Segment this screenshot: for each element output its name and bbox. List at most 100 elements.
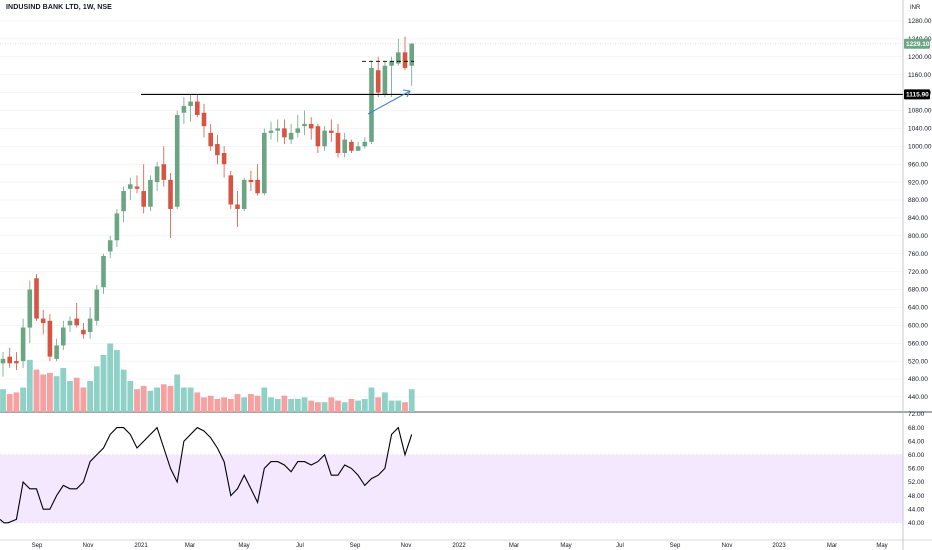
candle-body — [195, 101, 200, 115]
volume-bar — [402, 402, 408, 412]
volume-bar — [114, 350, 120, 412]
candle-body — [322, 130, 327, 147]
currency-label: INR — [910, 5, 921, 11]
volume-bar — [382, 392, 388, 412]
volume-bar — [33, 369, 40, 412]
price-tick-label: 1040.00 — [908, 126, 932, 133]
candle-body — [362, 141, 368, 147]
time-axis[interactable]: Sep Nov 2021 Mar May Jul Sep Nov 2022 Mar May Jul Se… — [0, 539, 932, 549]
volume-bar — [388, 400, 395, 412]
volume-bar — [0, 389, 6, 412]
volume-bar — [248, 394, 254, 412]
rsi-tick-label: 40.00 — [908, 520, 925, 527]
candle-body — [235, 204, 240, 209]
candle-body — [148, 179, 153, 207]
volume-bar — [268, 397, 274, 412]
time-tick-label: May — [876, 543, 887, 549]
last-price-badge — [904, 38, 930, 49]
resistance-badge-text: 1115.90 — [906, 92, 929, 99]
time-tick-label: Sep — [350, 543, 361, 549]
price-tick-label: 1080.00 — [908, 108, 932, 115]
rsi-tick-label: 56.00 — [908, 466, 925, 473]
volume-bar — [368, 387, 375, 412]
candle-body — [382, 65, 388, 95]
candle-body — [282, 128, 287, 138]
volume-bar — [67, 381, 73, 412]
candle-body — [375, 70, 381, 93]
time-tick-label: Mar — [185, 543, 195, 549]
candle-body — [7, 356, 12, 364]
volume-bars — [0, 343, 415, 412]
price-tick-label: 1000.00 — [908, 144, 932, 151]
candle-body — [268, 130, 274, 133]
rsi-line — [0, 426, 413, 524]
candle-body — [81, 329, 86, 335]
candle-body — [188, 101, 193, 107]
rsi-band — [0, 454, 903, 523]
volume-bar — [107, 343, 114, 412]
candle-body — [47, 320, 53, 357]
candle-body — [315, 126, 321, 147]
candle-body — [154, 166, 160, 183]
volume-bar — [100, 354, 107, 412]
volume-bar — [26, 359, 33, 412]
rsi-tick-label: 68.00 — [908, 425, 925, 432]
candle-body — [174, 114, 180, 207]
volume-bar — [13, 392, 20, 412]
candle-body — [389, 61, 394, 66]
candle-body — [215, 144, 220, 156]
volume-bar — [181, 387, 187, 412]
candle-body — [141, 191, 146, 207]
volume-bar — [261, 387, 268, 412]
price-tick-label: 1280.00 — [908, 18, 932, 25]
time-tick-label: Jul — [616, 543, 624, 549]
time-tick-label: 2023 — [772, 543, 786, 549]
candle-body — [396, 52, 401, 64]
time-tick-label: Mar — [827, 543, 837, 549]
volume-bar — [321, 402, 328, 412]
volume-bar — [241, 397, 248, 412]
volume-bar — [194, 392, 201, 412]
volume-bar — [361, 398, 368, 412]
candle-body — [201, 112, 207, 127]
price-tick-label: 440.00 — [908, 394, 928, 401]
candle-body — [121, 191, 126, 212]
candle-body — [402, 52, 408, 68]
volume-bar — [375, 397, 382, 412]
volume-bar — [187, 387, 194, 412]
candle-body — [101, 255, 106, 288]
candle-body — [302, 123, 307, 127]
volume-bar — [80, 387, 87, 412]
price-tick-label: 1200.00 — [908, 54, 932, 61]
price-tick-label: 560.00 — [908, 340, 928, 347]
volume-bar — [154, 387, 160, 412]
volume-bar — [6, 394, 13, 412]
time-tick-label: Jul — [296, 543, 304, 549]
candle-body — [342, 139, 347, 154]
time-tick-label: 2022 — [452, 543, 466, 549]
candle-body — [181, 106, 187, 113]
price-axis[interactable]: 1280.001240.001200.001160.001120.001080.… — [902, 0, 932, 550]
candle-body — [208, 132, 213, 147]
volume-bar — [341, 402, 348, 412]
price-tick-label: 520.00 — [908, 358, 928, 365]
volume-bar — [227, 398, 234, 412]
volume-bar — [174, 374, 181, 412]
volume-bar — [281, 395, 288, 412]
price-tick-label: 480.00 — [908, 376, 928, 383]
candle-body — [87, 318, 93, 333]
candle-body — [74, 318, 79, 326]
candle-body — [308, 123, 314, 129]
candle-body — [0, 358, 6, 364]
candle-body — [241, 179, 247, 209]
rsi-tick-label: 72.00 — [908, 411, 925, 418]
time-tick-label: 2021 — [134, 543, 148, 549]
volume-bar — [167, 385, 174, 412]
price-tick-label: 880.00 — [908, 197, 928, 204]
rsi-tick-label: 44.00 — [908, 506, 925, 513]
candle-body — [262, 132, 267, 194]
volume-bar — [395, 400, 402, 412]
volume-bar — [214, 398, 221, 412]
candle-body — [355, 146, 361, 151]
